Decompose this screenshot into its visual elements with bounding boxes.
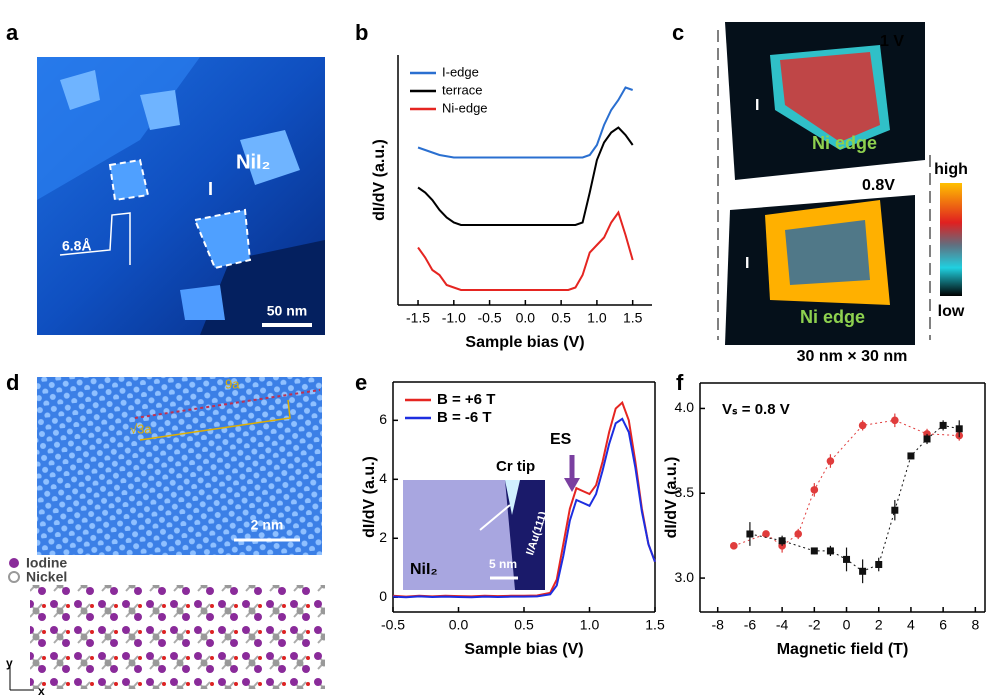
dIdV-maps (717, 22, 962, 345)
data-line (417, 210, 634, 291)
data-point (907, 452, 915, 460)
x-tick-label: 0.5 (551, 310, 571, 326)
data-point (778, 537, 786, 545)
data-point (891, 506, 899, 514)
bias-label: 1 V (880, 33, 904, 50)
data-point (730, 542, 738, 550)
y-tick-label: 3.0 (675, 569, 695, 585)
legend-label: terrace (442, 82, 482, 97)
data-point (746, 530, 754, 538)
data-line (417, 126, 634, 226)
scale-label: 2 nm (251, 517, 284, 533)
x-tick-label: 6 (939, 617, 947, 633)
inset-label: 5 nm (489, 557, 517, 571)
legend-label: Nickel (26, 569, 67, 585)
x-tick-label: 1.5 (645, 617, 665, 633)
x-tick-label: 0.0 (449, 617, 469, 633)
x-tick-label: -8 (711, 617, 724, 633)
x-axis-label: Magnetic field (T) (777, 641, 909, 658)
data-point (955, 425, 963, 433)
y-tick-label: 3.5 (675, 484, 695, 500)
legend-label: I-edge (442, 64, 479, 79)
x-axis-label: Sample bias (V) (465, 334, 584, 351)
y-axis-label: dI/dV (a.u.) (663, 457, 680, 539)
x-tick-label: -1.0 (442, 310, 466, 326)
x-tick-label: 8 (971, 617, 979, 633)
x-tick-label: 4 (907, 617, 915, 633)
x-tick-label: 0.5 (514, 617, 534, 633)
material-label: NiI₂ (236, 151, 270, 173)
data-point (875, 561, 883, 569)
edge-label: I (745, 255, 749, 272)
x-tick-label: -4 (776, 617, 789, 633)
y-tick-label: 0 (379, 588, 387, 604)
y-tick-label: 4 (379, 470, 387, 486)
stm-image-a (37, 57, 325, 335)
x-tick-label: -0.5 (381, 617, 405, 633)
y-axis-label: dI/dV (a.u.) (361, 456, 378, 538)
colorbar-low: low (938, 303, 965, 320)
annotation: Vₛ = 0.8 V (722, 401, 790, 418)
data-point (826, 547, 834, 555)
panel-label: f (676, 370, 684, 395)
inset-image (403, 455, 580, 590)
panel-label: b (355, 20, 368, 45)
x-tick-label: 1.0 (580, 617, 600, 633)
x-axis-label: Sample bias (V) (464, 641, 583, 658)
x-tick-label: -1.5 (406, 310, 430, 326)
panel-label: e (355, 370, 367, 395)
x-tick-label: 0.0 (516, 310, 536, 326)
x-tick-label: -0.5 (478, 310, 502, 326)
y-tick-label: 6 (379, 411, 387, 427)
atomic-image (8, 377, 325, 691)
data-point (810, 547, 818, 555)
data-point (939, 421, 947, 429)
guide-line (749, 424, 960, 572)
bias-label: 0.8V (862, 177, 895, 194)
data-point (843, 555, 851, 563)
data-line (392, 417, 656, 599)
panel-label: a (6, 20, 19, 45)
y-tick-label: 2 (379, 529, 387, 545)
legend-label: B = +6 T (437, 391, 495, 408)
panel-label: d (6, 370, 19, 395)
axis-label: y (6, 656, 13, 670)
step-label: 6.8Å (62, 238, 92, 254)
data-point (858, 421, 867, 430)
inset-label: Cr tip (496, 458, 535, 475)
data-point (810, 486, 819, 494)
period-label: 9a (225, 376, 240, 391)
x-tick-label: 0 (843, 617, 851, 633)
colorbar-high: high (934, 161, 968, 178)
data-point (762, 530, 770, 538)
data-point (794, 530, 803, 538)
x-tick-label: 1.5 (623, 310, 643, 326)
legend-label: B = -6 T (437, 409, 492, 426)
y-tick-label: 4.0 (675, 399, 695, 415)
data-point (826, 457, 835, 465)
data-point (891, 416, 899, 425)
x-tick-label: -2 (808, 617, 821, 633)
ni-edge-label: Ni edge (812, 133, 877, 153)
lattice-label: √3a (130, 421, 152, 436)
legend-label: Ni-edge (442, 100, 488, 115)
data-line (417, 86, 634, 159)
data-point (923, 435, 931, 443)
data-point (859, 567, 867, 575)
legend-label: Iodine (26, 555, 67, 571)
x-tick-label: 2 (875, 617, 883, 633)
inset-label: NiI₂ (410, 561, 438, 578)
ni-edge-label: Ni edge (800, 307, 865, 327)
panel-label: c (672, 20, 684, 45)
edge-label: I (208, 179, 213, 199)
axis-label: x (38, 684, 45, 698)
x-tick-label: -6 (744, 617, 757, 633)
x-tick-label: 1.0 (587, 310, 607, 326)
y-axis-label: dI/dV (a.u.) (371, 139, 388, 221)
edge-label: I (755, 97, 759, 114)
scale-label: 50 nm (267, 303, 307, 319)
size-label: 30 nm × 30 nm (797, 348, 908, 365)
annotation: ES (550, 431, 572, 448)
